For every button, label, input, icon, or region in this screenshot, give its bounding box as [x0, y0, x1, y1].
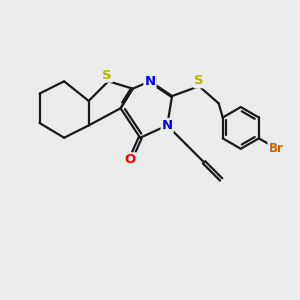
Text: N: N — [162, 119, 173, 132]
Text: O: O — [125, 153, 136, 166]
Text: N: N — [144, 75, 156, 88]
Text: S: S — [102, 69, 112, 82]
Text: S: S — [194, 74, 204, 87]
Text: Br: Br — [268, 142, 283, 155]
